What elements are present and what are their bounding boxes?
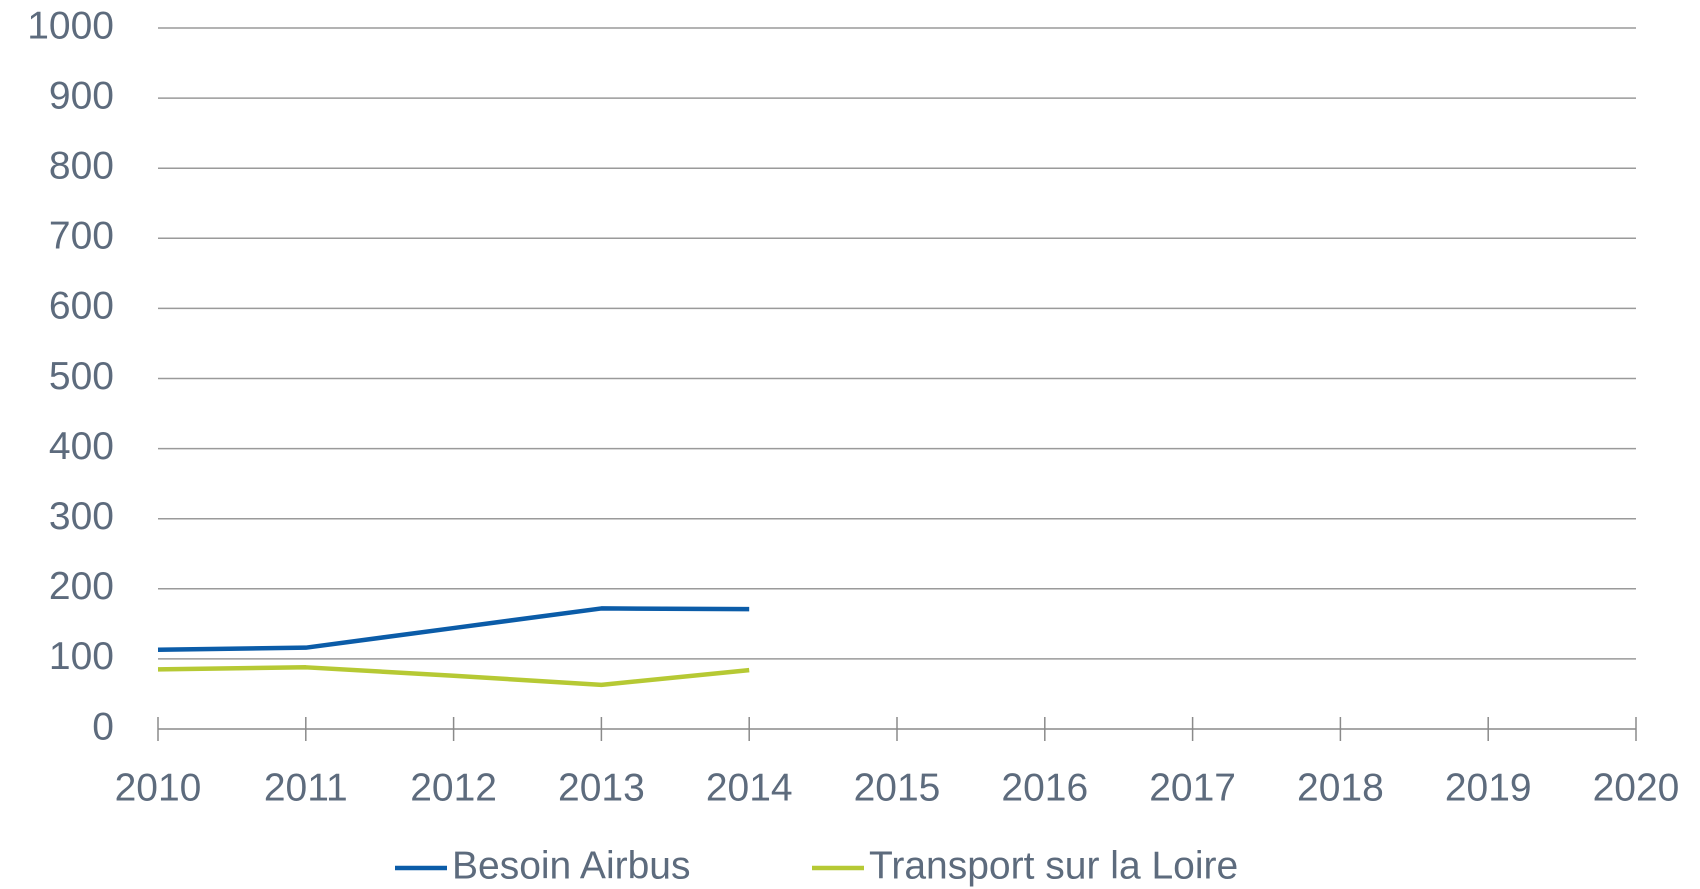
y-tick-label: 0	[92, 705, 114, 748]
x-tick-label: 2011	[264, 766, 348, 809]
x-tick-label: 2015	[854, 766, 941, 809]
y-tick-label: 600	[49, 285, 114, 328]
y-tick-label: 200	[49, 565, 114, 608]
legend-label: Transport sur la Loire	[869, 844, 1238, 887]
x-tick-label: 2017	[1149, 766, 1236, 809]
y-tick-label: 400	[49, 425, 114, 468]
y-tick-label: 300	[49, 495, 114, 538]
legend-label: Besoin Airbus	[452, 844, 690, 887]
x-tick-label: 2013	[558, 766, 645, 809]
x-tick-label: 2014	[706, 766, 793, 809]
x-tick-label: 2010	[115, 766, 202, 809]
x-tick-label: 2012	[410, 766, 497, 809]
y-tick-label: 100	[49, 635, 114, 678]
y-tick-label: 900	[49, 74, 114, 117]
y-tick-label: 1000	[27, 4, 114, 47]
y-tick-label: 500	[49, 355, 114, 398]
series-line	[157, 606, 750, 653]
y-tick-label: 700	[49, 215, 114, 258]
x-tick-label: 2019	[1445, 766, 1532, 809]
x-tick-label: 2016	[1001, 766, 1088, 809]
x-tick-label: 2020	[1593, 766, 1680, 809]
series-line	[157, 665, 750, 688]
y-tick-label: 800	[49, 144, 114, 187]
x-tick-label: 2018	[1297, 766, 1384, 809]
